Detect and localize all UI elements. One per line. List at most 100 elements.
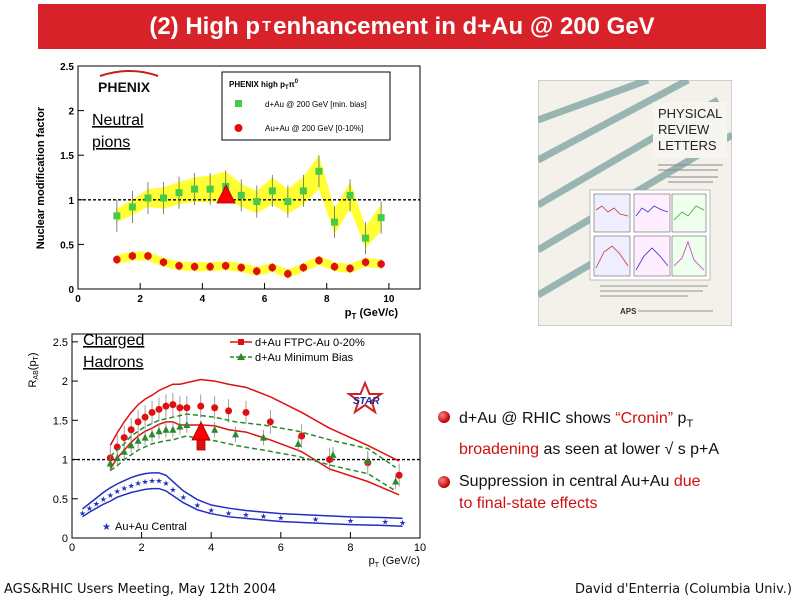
- dau-central-point: [134, 418, 142, 426]
- star-legend-item-3: Au+Au Central: [115, 521, 187, 533]
- dau-point: [315, 167, 323, 175]
- auau-central-point: ★: [121, 484, 128, 493]
- x-tick-label: 6: [262, 294, 268, 305]
- dau-point: [253, 198, 261, 206]
- dau-point: [144, 194, 152, 202]
- dau-point: [331, 218, 338, 226]
- cover-title-line2: REVIEW: [658, 122, 710, 137]
- auau-central-point: ★: [107, 491, 114, 500]
- auau-central-point: ★: [100, 495, 107, 504]
- envelope-line: [109, 413, 397, 469]
- auau-point: [361, 258, 370, 267]
- auau-systematic-band: [116, 251, 382, 279]
- star-legend-item-1: d+Au FTPC-Au 0-20%: [255, 337, 365, 349]
- cover-title-line3: LETTERS: [658, 138, 717, 153]
- x-tick-label: 10: [414, 542, 426, 554]
- dau-point: [113, 212, 121, 220]
- dau-central-point: [298, 432, 306, 440]
- x-tick-label: 4: [200, 294, 206, 305]
- dau-central-point: [127, 426, 135, 434]
- phenix-auau-band: [116, 251, 382, 279]
- legend-circle-marker: [234, 124, 243, 132]
- auau-central-point: ★: [141, 478, 148, 487]
- dau-central-point: [120, 434, 128, 442]
- auau-point: [144, 252, 152, 260]
- auau-central-point: ★: [399, 518, 406, 527]
- dau-point: [362, 234, 370, 242]
- dau-minbias-point: [176, 422, 184, 430]
- star-axes: 0 2 4 6 8 10 0 0.5 1 1.5 2 2.5: [53, 337, 426, 554]
- y-tick-label: 1: [68, 196, 74, 207]
- auau-central-point: ★: [382, 518, 389, 527]
- x-tick-label: 2: [137, 294, 143, 305]
- auau-point: [299, 263, 308, 272]
- phenix-annotation-line1: Neutral: [92, 112, 144, 129]
- prl-cover: PHYSICAL REVIEW LETTERS APS: [538, 80, 732, 326]
- auau-point: [175, 262, 183, 270]
- auau-central-point: ★: [312, 515, 319, 524]
- x-tick-label: 2: [139, 542, 145, 554]
- bullet-dot-icon: [438, 476, 450, 489]
- auau-central-point: ★: [162, 479, 169, 488]
- auau-point: [128, 252, 137, 260]
- red-square-marker: [196, 439, 206, 451]
- y-tick-label: 1.5: [53, 415, 68, 427]
- footer-left: AGS&RHIC Users Meeting, May 12th 2004: [4, 582, 277, 597]
- dau-minbias-point: [113, 453, 121, 461]
- auau-point: [206, 262, 214, 271]
- phenix-annotation-line2: pions: [92, 134, 130, 151]
- auau-central-point: ★: [79, 509, 86, 518]
- dau-minbias-point: [259, 433, 267, 441]
- y-tick-label: 2.5: [60, 62, 74, 73]
- phenix-axes: 0 2 4 6 8 10 0 0.5 1 1.5 2 2.5: [60, 62, 395, 305]
- auau-central-point: ★: [169, 485, 176, 494]
- bullet-item: d+Au @ RHIC shows “Cronin” pT broadening …: [438, 406, 798, 462]
- x-tick-label: 4: [208, 542, 214, 554]
- auau-point: [237, 263, 246, 272]
- dau-minbias-point: [148, 430, 156, 438]
- phenix-dau-band: [116, 155, 382, 248]
- dau-minbias-point: [134, 436, 142, 444]
- auau-point: [113, 255, 121, 264]
- auau-central-point: ★: [277, 514, 284, 523]
- auau-point: [221, 262, 230, 270]
- dau-minbias-point: [329, 450, 337, 458]
- title-text-rest: enhancement in d+Au @ 200 GeV: [273, 12, 655, 40]
- dau-central-point: [395, 471, 403, 479]
- title-subscript: T: [261, 18, 272, 35]
- x-tick-label: 0: [75, 294, 81, 305]
- dau-point: [237, 191, 245, 199]
- dau-minbias-point: [162, 425, 170, 433]
- y-tick-label: 1.5: [60, 151, 74, 162]
- dau-minbias-point: [183, 421, 191, 429]
- bullet-dot-icon: [438, 411, 450, 423]
- envelope-line: [109, 435, 397, 492]
- phenix-logo: PHENIX: [98, 70, 159, 95]
- phenix-plot: 0 2 4 6 8 10 0 0.5 1 1.5 2 2.5 Nuclear modification…: [30, 60, 425, 322]
- x-tick-label: 8: [324, 294, 330, 305]
- dau-central-point: [266, 418, 274, 426]
- dau-point: [377, 214, 385, 222]
- auau-central-point: ★: [114, 487, 121, 496]
- auau-central-point: ★: [208, 506, 215, 515]
- dau-central-point: [169, 401, 177, 409]
- star-legend: d+Au FTPC-Au 0-20% d+Au Minimum Bias ★ A…: [102, 337, 365, 533]
- x-tick-label: 6: [278, 542, 284, 554]
- dau-minbias-point: [120, 447, 128, 455]
- dau-minbias-point: [169, 425, 177, 433]
- phenix-series: [113, 155, 385, 279]
- dau-minbias-point: [364, 457, 372, 465]
- dau-point: [175, 189, 183, 197]
- star-annotation-line1: Charged: [83, 332, 144, 349]
- auau-central-point: ★: [242, 510, 249, 519]
- star-logo: STAR: [345, 380, 385, 415]
- y-tick-label: 2.5: [53, 337, 68, 349]
- auau-point: [268, 263, 277, 272]
- star-annotation-line2: Hadrons: [83, 354, 143, 371]
- up-arrow-icon: [216, 184, 236, 204]
- y-tick-label: 1: [62, 455, 68, 467]
- auau-point: [284, 270, 292, 278]
- cover-footer: [600, 285, 708, 297]
